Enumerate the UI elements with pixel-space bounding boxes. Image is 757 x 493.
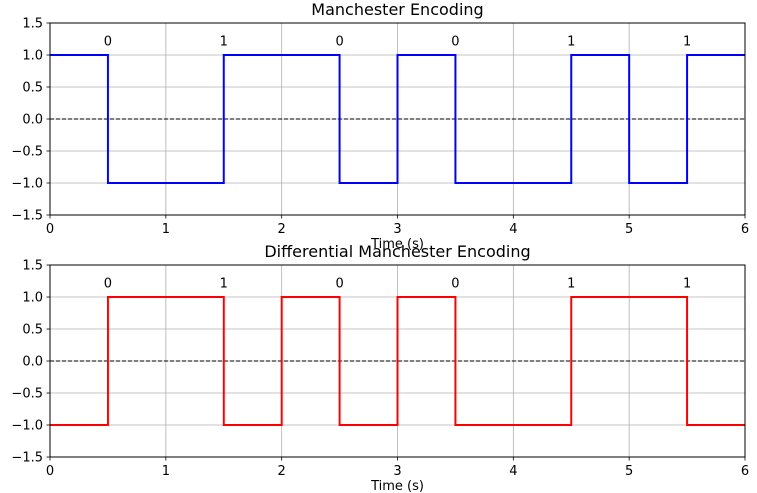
x-tick-label: 5 [625, 464, 633, 479]
y-tick-label: −0.5 [11, 387, 43, 402]
bit-label: 1 [220, 34, 228, 49]
chart-title: Manchester Encoding [311, 0, 483, 19]
y-tick-label: −1.5 [11, 451, 43, 466]
signal-line [50, 296, 745, 426]
bit-label: 0 [451, 276, 459, 291]
y-tick-label: −1.0 [11, 419, 43, 434]
x-tick-label: 2 [278, 222, 286, 237]
x-tick-label: 1 [162, 222, 170, 237]
bit-label: 0 [335, 34, 343, 49]
y-tick-label: 0.5 [22, 81, 43, 96]
x-tick-label: 4 [509, 464, 517, 479]
x-tick-label: 4 [509, 222, 517, 237]
y-tick-label: 0.0 [22, 113, 43, 128]
y-tick-label: 0.0 [22, 355, 43, 370]
y-tick-label: 1.0 [22, 291, 43, 306]
bit-label: 1 [220, 276, 228, 291]
bit-label: 1 [683, 276, 691, 291]
bit-label: 0 [104, 276, 112, 291]
x-tick-label: 1 [162, 464, 170, 479]
x-tick-label: 0 [46, 464, 54, 479]
y-tick-label: −1.0 [11, 177, 43, 192]
bit-label: 0 [104, 34, 112, 49]
bit-label: 1 [683, 34, 691, 49]
chart-2: 0 1 2 3 4 5 6 −1.5 −1.0 −0.5 0.0 0.5 1.0 1.5 0 1 0 0 1 1 Tim… [11, 242, 749, 493]
x-axis-label: Time (s) [370, 237, 424, 252]
y-tick-label: 0.5 [22, 323, 43, 338]
bit-label: 0 [451, 34, 459, 49]
bit-label: 0 [335, 276, 343, 291]
signal-line [50, 54, 745, 184]
chart-title: Differential Manchester Encoding [264, 242, 530, 261]
chart-1: 0 1 2 3 4 5 6 −1.5 −1.0 −0.5 0.0 0.5 1.0 1.5 0 1 0 0 1 1 Tim… [11, 0, 749, 252]
x-tick-label: 3 [393, 464, 401, 479]
x-axis-label: Time (s) [370, 479, 424, 493]
x-tick-label: 3 [393, 222, 401, 237]
x-tick-label: 6 [741, 222, 749, 237]
bit-label: 1 [567, 276, 575, 291]
y-tick-label: 1.5 [22, 17, 43, 32]
y-tick-label: 1.5 [22, 259, 43, 274]
x-tick-label: 6 [741, 464, 749, 479]
x-tick-label: 2 [278, 464, 286, 479]
x-tick-label: 5 [625, 222, 633, 237]
y-tick-label: 1.0 [22, 49, 43, 64]
y-tick-label: −1.5 [11, 209, 43, 224]
bit-label: 1 [567, 34, 575, 49]
y-tick-label: −0.5 [11, 145, 43, 160]
x-tick-label: 0 [46, 222, 54, 237]
